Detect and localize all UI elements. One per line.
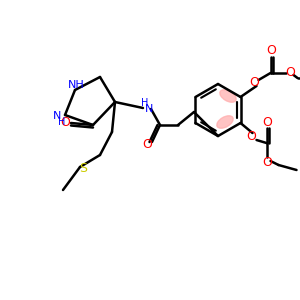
Text: O: O xyxy=(267,44,277,58)
Text: S: S xyxy=(79,161,87,175)
Text: O: O xyxy=(142,139,152,152)
Text: N: N xyxy=(145,104,153,114)
Ellipse shape xyxy=(220,90,236,102)
Text: H: H xyxy=(58,117,66,127)
Ellipse shape xyxy=(217,116,233,128)
Text: O: O xyxy=(247,130,256,143)
Text: H: H xyxy=(141,98,149,108)
Text: O: O xyxy=(262,157,272,169)
Text: O: O xyxy=(250,76,260,89)
Text: NH: NH xyxy=(68,80,84,90)
Text: O: O xyxy=(286,67,296,80)
Text: O: O xyxy=(262,116,272,128)
Text: O: O xyxy=(60,116,70,130)
Text: N: N xyxy=(53,111,61,121)
